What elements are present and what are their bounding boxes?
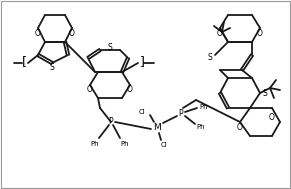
Text: P: P bbox=[179, 108, 183, 118]
Text: Ph: Ph bbox=[121, 141, 129, 147]
Text: M: M bbox=[153, 122, 161, 132]
Text: O: O bbox=[127, 85, 133, 94]
Text: P: P bbox=[109, 118, 113, 126]
Text: O: O bbox=[35, 29, 41, 37]
Text: Ph: Ph bbox=[197, 124, 205, 130]
Text: O: O bbox=[217, 29, 223, 37]
Text: O: O bbox=[257, 29, 263, 37]
Text: O: O bbox=[269, 114, 275, 122]
Text: S: S bbox=[108, 43, 112, 51]
Text: ]: ] bbox=[140, 56, 144, 68]
Text: Cl: Cl bbox=[139, 109, 146, 115]
Text: Ph: Ph bbox=[91, 141, 99, 147]
Text: [: [ bbox=[22, 56, 26, 68]
Text: O: O bbox=[237, 122, 243, 132]
Text: S: S bbox=[50, 63, 54, 71]
Text: O: O bbox=[69, 29, 75, 37]
Text: O: O bbox=[87, 85, 93, 94]
Text: Ph: Ph bbox=[200, 104, 208, 110]
Text: Cl: Cl bbox=[161, 142, 167, 148]
Text: S: S bbox=[207, 53, 212, 63]
Text: S: S bbox=[262, 88, 267, 98]
